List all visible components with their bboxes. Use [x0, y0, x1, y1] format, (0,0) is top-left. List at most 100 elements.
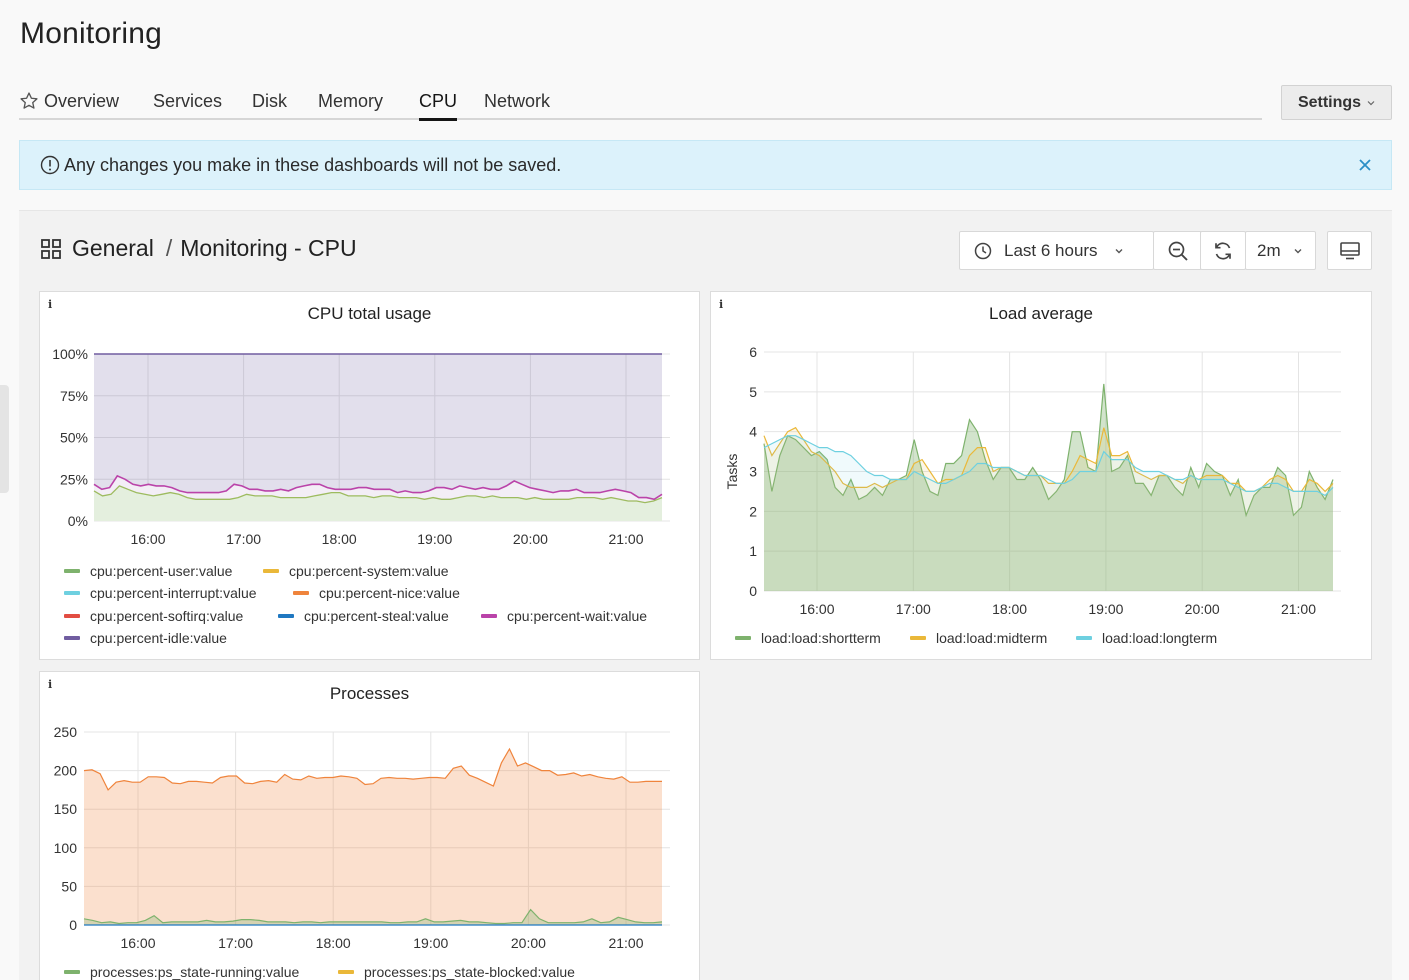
legend-item[interactable]: load:load:longterm	[1076, 630, 1217, 646]
y-tick-label: 50%	[60, 430, 88, 446]
legend-item[interactable]: cpu:percent-wait:value	[481, 608, 647, 624]
processes-chart: 0 50 100 150 200 250 16:00 17:00 18:00 19:00 20:00…	[54, 724, 670, 951]
legend-item[interactable]: cpu:percent-user:value	[64, 563, 232, 579]
load-chart: 0 1 2 3 4 5 6 16:00 17:00 18:00 19:00 20:00 21:00 Tas…	[724, 344, 1341, 617]
legend-label: cpu:percent-idle:value	[90, 630, 227, 646]
y-tick-label: 200	[54, 763, 78, 779]
dashboard-area: General / Monitoring - CPU Last 6 hours …	[19, 210, 1392, 980]
legend-item[interactable]: cpu:percent-interrupt:value	[64, 585, 257, 601]
y-tick-label: 250	[54, 724, 78, 740]
x-tick-label: 21:00	[1281, 601, 1316, 617]
breadcrumb: General / Monitoring - CPU	[40, 235, 357, 262]
legend-item[interactable]: cpu:percent-nice:value	[293, 585, 460, 601]
panel-title[interactable]: Processes	[329, 684, 410, 703]
x-tick-label: 16:00	[799, 601, 834, 617]
x-tick-label: 21:00	[608, 531, 643, 547]
refresh-interval-picker[interactable]: 2m	[1245, 231, 1316, 270]
panel-info-icon[interactable]: i	[719, 298, 724, 311]
processes-legend: processes:ps_state-running:value process…	[40, 672, 699, 980]
chevron-down-icon	[1294, 248, 1302, 253]
chevron-down-icon	[1367, 100, 1375, 105]
cpu-wait-line	[93, 474, 663, 501]
clock-icon	[974, 242, 992, 259]
legend-label: load:load:midterm	[936, 630, 1048, 646]
x-tick-label: 18:00	[992, 601, 1027, 617]
legend-swatch	[910, 636, 926, 640]
dashboard-grid-icon	[41, 238, 61, 259]
legend-label: cpu:percent-nice:value	[319, 585, 460, 601]
legend-swatch	[64, 569, 80, 573]
legend-label: processes:ps_state-running:value	[90, 964, 300, 980]
time-range-picker[interactable]: Last 6 hours	[959, 231, 1154, 270]
legend-swatch	[64, 591, 80, 595]
star-icon[interactable]	[19, 91, 39, 111]
settings-label: Settings	[1297, 93, 1362, 111]
tab-memory[interactable]: Memory	[318, 91, 384, 111]
x-tick-label: 20:00	[1185, 601, 1220, 617]
y-tick-label: 4	[749, 424, 757, 440]
settings-button[interactable]: Settings	[1281, 85, 1392, 120]
load-midterm-line	[763, 426, 1334, 493]
panel-processes: i Processes 0 50 100 150 200 250 16:00 17:00 18:…	[39, 671, 700, 980]
load-legend: load:load:shortterm load:load:midterm lo…	[711, 292, 1371, 659]
legend-swatch	[263, 569, 279, 573]
proc-running-line	[83, 908, 663, 925]
zoom-out-icon	[1168, 241, 1188, 261]
cpu-chart: 0% 25% 50% 75% 100% 16:00 17:00 18:00 19:00 20:00…	[52, 346, 670, 547]
y-tick-label: 100	[54, 840, 78, 856]
tab-bar: Overview Services Disk Memory CPU Networ…	[19, 84, 1262, 121]
y-tick-label: 150	[54, 801, 78, 817]
cpu-user-area	[94, 485, 662, 521]
tab-cpu[interactable]: CPU	[419, 91, 458, 121]
x-tick-label: 16:00	[120, 935, 155, 951]
x-tick-label: 17:00	[226, 531, 261, 547]
legend-item[interactable]: processes:ps_state-running:value	[64, 964, 299, 980]
y-tick-label: 75%	[60, 388, 88, 404]
legend-swatch	[64, 970, 80, 974]
legend-label: cpu:percent-interrupt:value	[90, 585, 257, 601]
panel-info-icon[interactable]: i	[48, 678, 53, 691]
panel-info-icon[interactable]: i	[48, 298, 53, 311]
tab-services[interactable]: Services	[153, 91, 223, 111]
tab-network[interactable]: Network	[484, 91, 551, 111]
legend-swatch	[735, 636, 751, 640]
load-longterm-line	[763, 435, 1334, 497]
alert-text: Any changes you make in these dashboards…	[64, 154, 562, 175]
y-tick-label: 5	[749, 384, 757, 400]
legend-item[interactable]: cpu:percent-idle:value	[64, 630, 227, 646]
tv-mode-button[interactable]	[1327, 231, 1372, 270]
page-title: Monitoring	[20, 17, 163, 50]
monitor-icon	[1339, 241, 1360, 259]
info-circle-icon	[40, 155, 60, 175]
x-tick-label: 19:00	[413, 935, 448, 951]
chevron-down-icon	[1115, 248, 1123, 253]
side-drawer-handle[interactable]	[0, 385, 9, 493]
y-tick-label: 2	[749, 503, 757, 519]
x-tick-label: 19:00	[1088, 601, 1123, 617]
tab-overview[interactable]: Overview	[44, 91, 120, 111]
legend-swatch	[293, 591, 309, 595]
y-tick-label: 6	[749, 344, 757, 360]
legend-item[interactable]: load:load:shortterm	[735, 630, 881, 646]
legend-item[interactable]: load:load:midterm	[910, 630, 1047, 646]
legend-label: load:load:shortterm	[761, 630, 881, 646]
panel-title[interactable]: CPU total usage	[307, 304, 432, 323]
zoom-out-button[interactable]	[1153, 231, 1202, 270]
panel-cpu-total-usage: i CPU total usage 0% 25% 50% 75% 100% 16:00 17…	[39, 291, 700, 660]
legend-item[interactable]: cpu:percent-steal:value	[278, 608, 449, 624]
close-icon[interactable]	[1357, 157, 1373, 173]
panel-title[interactable]: Load average	[989, 304, 1093, 323]
breadcrumb-dashboard: Monitoring - CPU	[180, 235, 357, 261]
x-tick-label: 20:00	[511, 935, 546, 951]
refresh-button[interactable]	[1200, 231, 1246, 270]
y-axis-label: Tasks	[724, 454, 740, 490]
legend-item[interactable]: processes:ps_state-blocked:value	[338, 964, 575, 980]
breadcrumb-folder[interactable]: General	[72, 235, 154, 261]
refresh-interval-label: 2m	[1257, 240, 1281, 260]
legend-item[interactable]: cpu:percent-system:value	[263, 563, 449, 579]
tab-disk[interactable]: Disk	[252, 91, 287, 111]
load-longterm-area	[764, 435, 1333, 591]
legend-item[interactable]: cpu:percent-softirq:value	[64, 608, 243, 624]
x-tick-label: 19:00	[417, 531, 452, 547]
x-tick-label: 17:00	[218, 935, 253, 951]
